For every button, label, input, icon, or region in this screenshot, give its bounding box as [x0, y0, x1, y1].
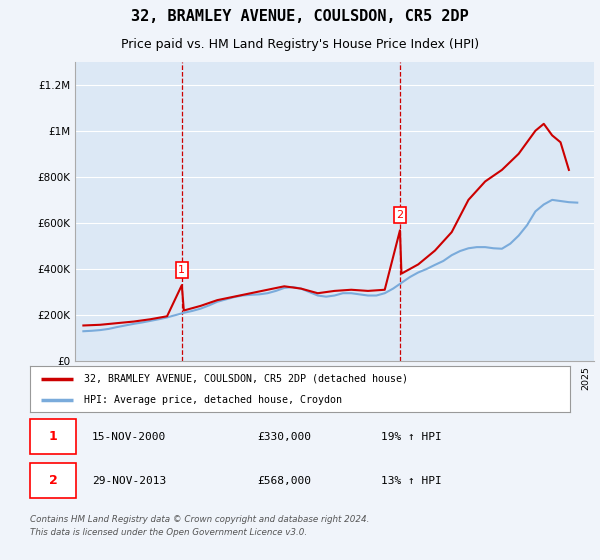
Text: 2: 2: [49, 474, 58, 487]
Text: Contains HM Land Registry data © Crown copyright and database right 2024.
This d: Contains HM Land Registry data © Crown c…: [30, 515, 370, 536]
Text: Price paid vs. HM Land Registry's House Price Index (HPI): Price paid vs. HM Land Registry's House …: [121, 38, 479, 51]
Text: 1: 1: [49, 430, 58, 443]
Text: 32, BRAMLEY AVENUE, COULSDON, CR5 2DP: 32, BRAMLEY AVENUE, COULSDON, CR5 2DP: [131, 9, 469, 24]
Text: 15-NOV-2000: 15-NOV-2000: [92, 432, 166, 442]
Text: 13% ↑ HPI: 13% ↑ HPI: [381, 476, 442, 486]
Text: £568,000: £568,000: [257, 476, 311, 486]
Text: 32, BRAMLEY AVENUE, COULSDON, CR5 2DP (detached house): 32, BRAMLEY AVENUE, COULSDON, CR5 2DP (d…: [84, 374, 408, 384]
Text: 1: 1: [178, 265, 185, 275]
Text: HPI: Average price, detached house, Croydon: HPI: Average price, detached house, Croy…: [84, 395, 342, 405]
Text: £330,000: £330,000: [257, 432, 311, 442]
Text: 19% ↑ HPI: 19% ↑ HPI: [381, 432, 442, 442]
Text: 29-NOV-2013: 29-NOV-2013: [92, 476, 166, 486]
Text: 2: 2: [397, 210, 404, 220]
FancyBboxPatch shape: [30, 419, 76, 454]
FancyBboxPatch shape: [30, 463, 76, 498]
